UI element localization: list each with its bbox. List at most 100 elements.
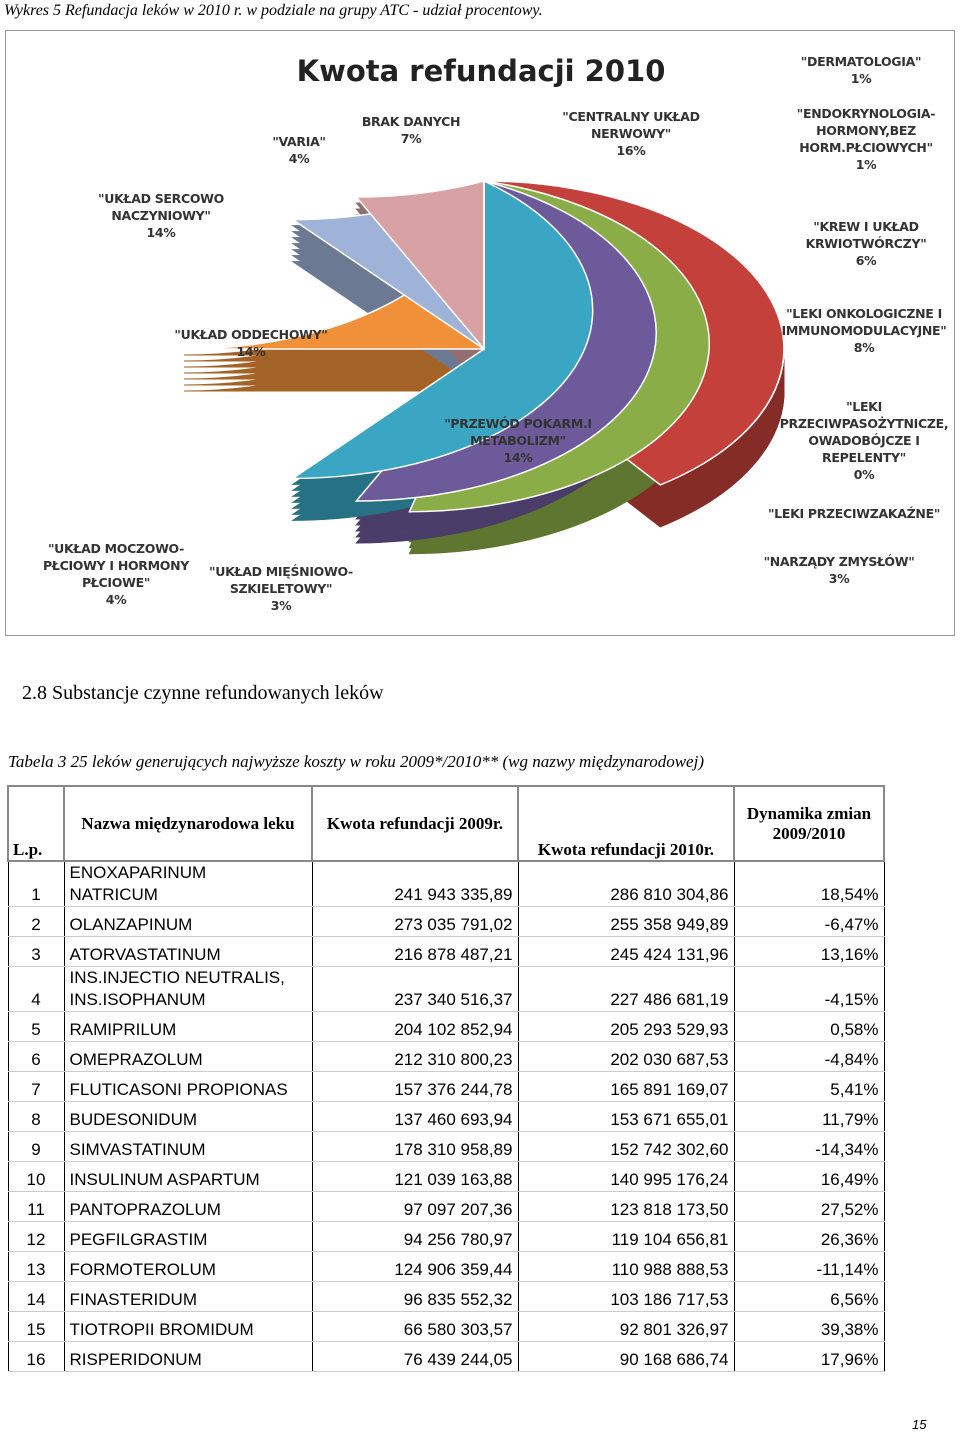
slice-value: 3% xyxy=(270,597,292,613)
table-cell: -4,84% xyxy=(733,1041,885,1072)
table-cell: 103 186 717,53 xyxy=(517,1281,735,1312)
table-row: 8 BUDESONIDUM 137 460 693,94 153 671 655,01… xyxy=(7,1101,885,1132)
table-cell: 6,56% xyxy=(733,1281,885,1312)
slice-label: "UKŁAD MIĘŚNIOWO-SZKIELETOWY" 3% xyxy=(186,564,376,615)
page-number: 15 xyxy=(912,1417,927,1432)
table-cell: PEGFILGRASTIM xyxy=(63,1221,313,1252)
table-row: 10 INSULINUM ASPARTUM 121 039 163,88 140 99… xyxy=(7,1161,885,1192)
table-cell: 3 xyxy=(7,936,65,967)
slice-name: "LEKI PRZECIWZAKAŹNE" xyxy=(767,506,941,521)
slice-value: 1% xyxy=(855,156,877,172)
table-cell: 7 xyxy=(7,1071,65,1102)
table-cell: 26,36% xyxy=(733,1221,885,1252)
table-row: 7 FLUTICASONI PROPIONAS 157 376 244,78 165 … xyxy=(7,1071,885,1102)
table-cell: 0,58% xyxy=(733,1011,885,1042)
table-cell: 237 340 516,37 xyxy=(311,966,519,1012)
table-cell: 227 486 681,19 xyxy=(517,966,735,1012)
slice-label: "PRZEWÓD POKARM.I METABOLIZM" 14% xyxy=(423,416,613,467)
table-row: 12 PEGFILGRASTIM 94 256 780,97 119 104 656,… xyxy=(7,1221,885,1252)
slice-value: 4% xyxy=(288,150,310,166)
column-header: Dynamika zmian 2009/2010 xyxy=(733,785,885,862)
table-cell: 96 835 552,32 xyxy=(311,1281,519,1312)
table-cell: 241 943 335,89 xyxy=(311,861,519,907)
slice-name: "VARIA" xyxy=(272,134,326,149)
slice xyxy=(290,179,594,480)
figure-caption: Wykres 5 Refundacja leków w 2010 r. w po… xyxy=(4,2,543,19)
table-cell: ATORVASTATINUM xyxy=(63,936,313,967)
table-cell: FORMOTEROLUM xyxy=(63,1251,313,1282)
slice-label: "LEKI PRZECIWZAKAŹNE" xyxy=(759,506,949,523)
table-cell: 124 906 359,44 xyxy=(311,1251,519,1282)
slice-name: "UKŁAD MOCZOWO-PŁCIOWY I HORMONY PŁCIOWE… xyxy=(42,541,190,590)
table-cell: 123 818 173,50 xyxy=(517,1191,735,1222)
table-cell: INS.INJECTIO NEUTRALIS, INS.ISOPHANUM xyxy=(63,966,313,1012)
slice-label: "KREW I UKŁAD KRWIOTWÓRCZY" 6% xyxy=(771,219,954,270)
slice-name: "NARZĄDY ZMYSŁÓW" xyxy=(763,554,915,569)
table-cell: 15 xyxy=(7,1311,65,1342)
table-cell: ENOXAPARINUM NATRICUM xyxy=(63,861,313,907)
table-cell: 204 102 852,94 xyxy=(311,1011,519,1042)
table-cell: 178 310 958,89 xyxy=(311,1131,519,1162)
slice-label: "UKŁAD SERCOWO NACZYNIOWY" 14% xyxy=(66,191,256,242)
slice-name: "KREW I UKŁAD KRWIOTWÓRCZY" xyxy=(805,219,927,251)
slice-label: "UKŁAD ODDECHOWY" 14% xyxy=(156,327,346,361)
slice-value: 0% xyxy=(853,466,875,482)
table-cell: -6,47% xyxy=(733,906,885,937)
table-row: 9 SIMVASTATINUM 178 310 958,89 152 742 302,… xyxy=(7,1131,885,1162)
table-cell: 137 460 693,94 xyxy=(311,1101,519,1132)
slice-name: "LEKI ONKOLOGICZNE I IMMUNOMODULACYJNE" xyxy=(781,306,947,338)
table-row: 3 ATORVASTATINUM 216 878 487,21 245 424 131… xyxy=(7,936,885,967)
slice-name: "UKŁAD SERCOWO NACZYNIOWY" xyxy=(98,191,224,223)
section-heading: 2.8 Substancje czynne refundowanych lekó… xyxy=(22,682,384,704)
table-cell: 16 xyxy=(7,1341,65,1372)
slice-label: "ENDOKRYNOLOGIA-HORMONY,BEZ HORM.PŁCIOWY… xyxy=(771,106,954,174)
table-cell: 212 310 800,23 xyxy=(311,1041,519,1072)
chart: Kwota refundacji 2010 "CENTRALNY UKŁAD N… xyxy=(5,30,955,636)
slice-name: "ENDOKRYNOLOGIA-HORMONY,BEZ HORM.PŁCIOWY… xyxy=(796,106,936,155)
table-cell: 18,54% xyxy=(733,861,885,907)
table-cell: 27,52% xyxy=(733,1191,885,1222)
table-cell: 10 xyxy=(7,1161,65,1192)
slice-name: "DERMATOLOGIA" xyxy=(800,54,922,69)
slice-value: 3% xyxy=(828,570,850,586)
table-row: 2 OLANZAPINUM 273 035 791,02 255 358 949,89… xyxy=(7,906,885,937)
table-cell: 12 xyxy=(7,1221,65,1252)
table-cell: 16,49% xyxy=(733,1161,885,1192)
slice-value: 1% xyxy=(850,70,872,86)
column-header: Kwota refundacji 2009r. xyxy=(311,785,519,862)
table-cell: 92 801 326,97 xyxy=(517,1311,735,1342)
slice-value: 14% xyxy=(503,449,533,465)
table-cell: 273 035 791,02 xyxy=(311,906,519,937)
table-cell: 121 039 163,88 xyxy=(311,1161,519,1192)
table-cell: 13 xyxy=(7,1251,65,1282)
table-cell: INSULINUM ASPARTUM xyxy=(63,1161,313,1192)
table-cell: 286 810 304,86 xyxy=(517,861,735,907)
table-row: 6 OMEPRAZOLUM 212 310 800,23 202 030 687,53… xyxy=(7,1041,885,1072)
slice-value: 4% xyxy=(105,591,127,607)
table-cell: 152 742 302,60 xyxy=(517,1131,735,1162)
table-cell: 157 376 244,78 xyxy=(311,1071,519,1102)
table-cell: 13,16% xyxy=(733,936,885,967)
table-cell: RISPERIDONUM xyxy=(63,1341,313,1372)
table-cell: 2 xyxy=(7,906,65,937)
table-cell: 8 xyxy=(7,1101,65,1132)
table-cell: 5,41% xyxy=(733,1071,885,1102)
table-cell: 153 671 655,01 xyxy=(517,1101,735,1132)
table-cell: 76 439 244,05 xyxy=(311,1341,519,1372)
slice-label: "CENTRALNY UKŁAD NERWOWY" 16% xyxy=(536,109,726,160)
slice-name: "LEKI PRZECIWPASOŻYTNICZE, OWADOBÓJCZE I… xyxy=(779,399,949,465)
slice-label: "VARIA" 4% xyxy=(204,134,394,168)
table-cell: 205 293 529,93 xyxy=(517,1011,735,1042)
slice-name: "UKŁAD ODDECHOWY" xyxy=(174,327,328,342)
table-cell: 17,96% xyxy=(733,1341,885,1372)
table-cell: 39,38% xyxy=(733,1311,885,1342)
table-row: 13 FORMOTEROLUM 124 906 359,44 110 988 888,… xyxy=(7,1251,885,1282)
table-row: 5 RAMIPRILUM 204 102 852,94 205 293 529,93 0… xyxy=(7,1011,885,1042)
pie-chart: Kwota refundacji 2010 xyxy=(183,54,785,555)
slice-label: "UKŁAD MOCZOWO-PŁCIOWY I HORMONY PŁCIOWE… xyxy=(21,541,211,609)
slice-value: 8% xyxy=(853,339,875,355)
table-cell: 5 xyxy=(7,1011,65,1042)
table-cell: TIOTROPII BROMIDUM xyxy=(63,1311,313,1342)
table-cell: 4 xyxy=(7,966,65,1012)
